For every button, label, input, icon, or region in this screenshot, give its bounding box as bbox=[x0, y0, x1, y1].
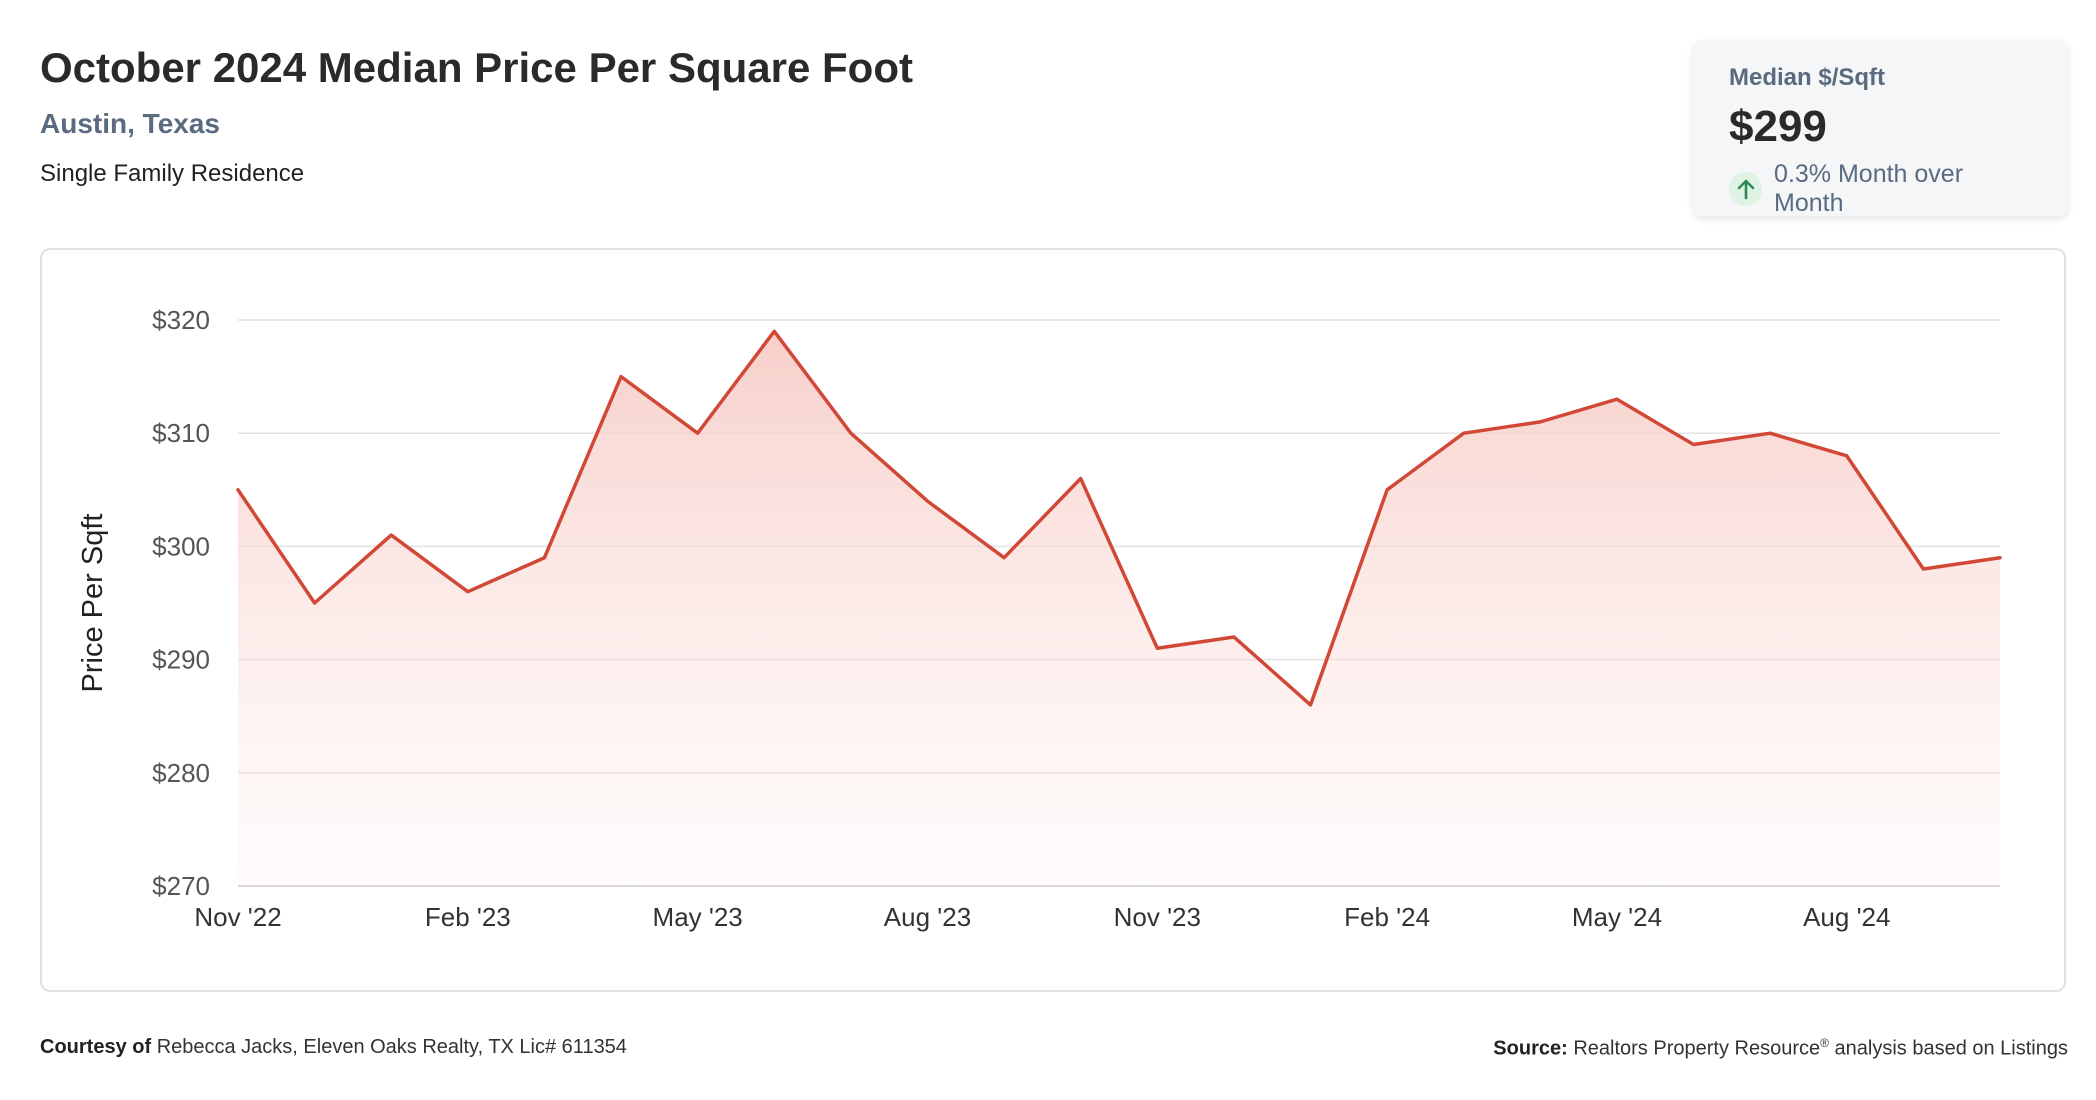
y-tick-label: $290 bbox=[152, 645, 210, 675]
x-tick-label: May '23 bbox=[653, 902, 743, 932]
location-subtitle: Austin, Texas bbox=[40, 108, 220, 139]
source-text: Realtors Property Resource bbox=[1573, 1037, 1821, 1060]
source-text-2: analysis based on Listings bbox=[1834, 1037, 2068, 1060]
data-point[interactable] bbox=[1458, 427, 1470, 439]
data-point[interactable] bbox=[462, 586, 474, 598]
price-per-sqft-chart: $320 $310 $300 $290 $280 $270 Nov '22 Feb '23 M… bbox=[77, 305, 2006, 932]
kpi-label: Median $/Sqft bbox=[1729, 64, 1886, 91]
y-axis-ticks: $320 $310 $300 $290 $280 $270 bbox=[152, 305, 210, 901]
chart-container: $320 $310 $300 $290 $280 $270 Nov '22 Feb '23 M… bbox=[40, 248, 2066, 992]
data-point[interactable] bbox=[1305, 699, 1317, 711]
data-point[interactable] bbox=[232, 484, 244, 496]
x-tick-label: Aug '24 bbox=[1803, 902, 1890, 932]
source-label: Source: bbox=[1493, 1037, 1568, 1060]
y-tick-label: $320 bbox=[152, 305, 210, 335]
courtesy-label: Courtesy of bbox=[40, 1036, 152, 1058]
kpi-card: Median $/Sqft $299 0.3% Month over Month bbox=[1693, 40, 2068, 218]
data-point[interactable] bbox=[615, 371, 627, 383]
data-point[interactable] bbox=[998, 552, 1010, 564]
y-tick-label: $300 bbox=[152, 531, 210, 561]
y-tick-label: $270 bbox=[152, 871, 210, 901]
data-point[interactable] bbox=[1764, 427, 1776, 439]
courtesy-text: Rebecca Jacks, Eleven Oaks Realty, TX Li… bbox=[156, 1036, 627, 1058]
data-point[interactable] bbox=[692, 427, 704, 439]
registered-mark: ® bbox=[1820, 1036, 1829, 1050]
arrow-up-icon bbox=[1729, 172, 1763, 206]
data-point[interactable] bbox=[921, 495, 933, 507]
page-title: October 2024 Median Price Per Square Foo… bbox=[40, 44, 913, 91]
data-point[interactable] bbox=[385, 529, 397, 541]
x-axis-ticks: Nov '22 Feb '23 May '23 Aug '23 Nov '23 Feb '… bbox=[194, 902, 1890, 932]
kpi-change: 0.3% Month over Month bbox=[1729, 160, 2032, 218]
x-tick-label: Feb '24 bbox=[1344, 902, 1430, 932]
data-point[interactable] bbox=[1917, 563, 1929, 575]
data-point[interactable] bbox=[1611, 393, 1623, 405]
data-point[interactable] bbox=[768, 325, 780, 337]
data-point[interactable] bbox=[1075, 472, 1087, 484]
area-fill bbox=[238, 331, 2000, 886]
area-path bbox=[238, 331, 2000, 886]
x-tick-label: Aug '23 bbox=[884, 902, 971, 932]
data-point[interactable] bbox=[1381, 484, 1393, 496]
kpi-value: $299 bbox=[1729, 102, 1827, 151]
kpi-change-text: 0.3% Month over Month bbox=[1774, 160, 1964, 217]
data-point[interactable] bbox=[1151, 642, 1163, 654]
data-point[interactable] bbox=[538, 552, 550, 564]
source-footer: Source: Realtors Property Resource® anal… bbox=[1493, 1036, 2068, 1061]
courtesy-footer: Courtesy of Rebecca Jacks, Eleven Oaks R… bbox=[40, 1036, 627, 1059]
y-tick-label: $280 bbox=[152, 758, 210, 788]
data-point[interactable] bbox=[1534, 416, 1546, 428]
series-polyline bbox=[236, 329, 2002, 707]
data-point[interactable] bbox=[1841, 450, 1853, 462]
x-tick-label: Nov '22 bbox=[194, 902, 281, 932]
y-tick-label: $310 bbox=[152, 418, 210, 448]
data-point[interactable] bbox=[1994, 552, 2006, 564]
data-point[interactable] bbox=[845, 427, 857, 439]
x-tick-label: Nov '23 bbox=[1114, 902, 1201, 932]
data-point[interactable] bbox=[1228, 631, 1240, 643]
data-point[interactable] bbox=[309, 597, 321, 609]
y-axis-label: Price Per Sqft bbox=[77, 514, 109, 693]
x-tick-label: May '24 bbox=[1572, 902, 1662, 932]
x-tick-label: Feb '23 bbox=[425, 902, 511, 932]
data-point[interactable] bbox=[1688, 439, 1700, 451]
property-type-label: Single Family Residence bbox=[40, 160, 305, 187]
series-line bbox=[236, 329, 2002, 707]
